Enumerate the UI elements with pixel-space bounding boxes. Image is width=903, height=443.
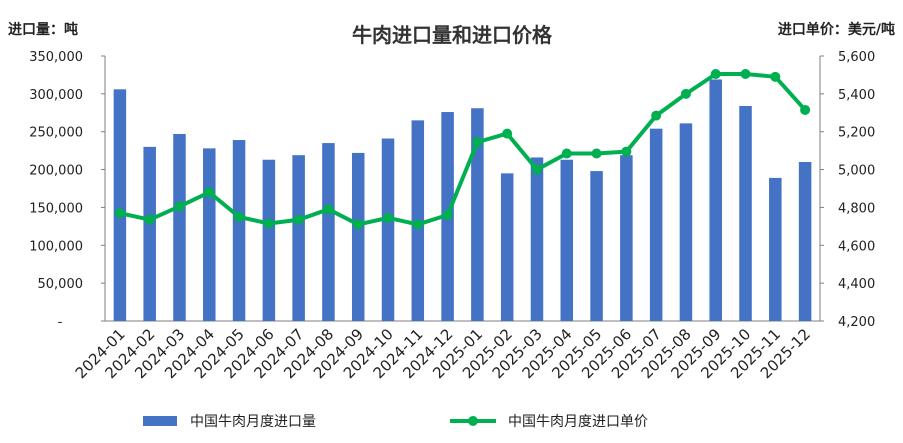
legend-bar-label: 中国牛肉月度进口量 <box>190 414 316 430</box>
legend-line-marker <box>468 416 478 426</box>
right-tick-label: 4,400 <box>838 277 875 292</box>
bar <box>530 157 544 321</box>
bar <box>292 155 305 321</box>
bar <box>590 171 603 321</box>
price-point <box>561 148 572 159</box>
bar <box>500 173 514 321</box>
price-point <box>472 137 483 148</box>
right-tick-label: 5,200 <box>838 126 875 141</box>
price-point <box>502 128 513 139</box>
left-axis-unit: 进口量：吨 <box>8 21 78 38</box>
left-tick-label: 100,000 <box>29 239 83 254</box>
bar <box>769 177 782 321</box>
right-tick-label: 4,200 <box>838 315 875 330</box>
bar <box>262 159 276 321</box>
price-line <box>119 71 807 227</box>
price-point <box>800 104 811 115</box>
price-point <box>323 204 334 215</box>
plot-area: - 50,000 100,000 150,000 200,000 250,000 300,0… <box>29 50 875 382</box>
bar <box>232 140 246 321</box>
price-point <box>353 219 364 230</box>
left-tick-label: 250,000 <box>29 126 83 141</box>
price-point <box>144 214 155 225</box>
price-point <box>263 218 274 229</box>
left-tick-label: 150,000 <box>29 201 83 216</box>
left-tick-label: - <box>58 315 63 330</box>
right-tick-label: 5,000 <box>838 164 875 179</box>
bar <box>798 162 812 321</box>
bar <box>203 148 216 321</box>
legend: 中国牛肉月度进口量 中国牛肉月度进口单价 <box>143 414 648 430</box>
left-tick-label: 300,000 <box>29 88 83 103</box>
price-point <box>770 71 781 82</box>
price-point <box>234 211 245 222</box>
price-point <box>680 88 691 99</box>
right-axis-unit: 进口单价：美元/吨 <box>778 21 895 38</box>
price-point <box>621 146 632 157</box>
price-point <box>651 110 662 121</box>
price-point <box>442 210 453 220</box>
bar <box>649 128 663 321</box>
price-point <box>174 201 185 212</box>
chart-title: 牛肉进口量和进口价格 <box>352 23 553 47</box>
bar <box>113 89 127 321</box>
bar <box>620 155 633 321</box>
legend-line-label: 中国牛肉月度进口单价 <box>508 414 648 430</box>
bar <box>471 108 484 321</box>
bar <box>143 146 156 321</box>
price-point <box>412 219 423 230</box>
left-tick-label: 350,000 <box>29 50 83 65</box>
price-point <box>740 68 751 79</box>
bar <box>173 133 186 321</box>
price-point <box>293 214 304 225</box>
price-point <box>204 187 215 198</box>
price-point <box>531 164 542 175</box>
bar <box>322 143 335 321</box>
price-point <box>710 68 721 79</box>
left-tick-label: 200,000 <box>29 164 83 179</box>
right-tick-label: 5,600 <box>838 50 875 65</box>
left-tick-label: 50,000 <box>38 277 84 292</box>
right-tick-label: 5,400 <box>838 88 875 103</box>
bar <box>739 105 752 321</box>
bar <box>560 159 574 321</box>
bar <box>381 138 395 321</box>
price-point <box>114 208 125 219</box>
legend-bar-swatch <box>143 416 177 426</box>
bar <box>709 79 722 321</box>
bar <box>679 123 693 321</box>
price-point <box>591 148 602 159</box>
price-point <box>383 212 394 223</box>
bar <box>351 152 365 321</box>
right-tick-label: 4,800 <box>838 201 875 216</box>
right-tick-label: 4,600 <box>838 239 875 254</box>
